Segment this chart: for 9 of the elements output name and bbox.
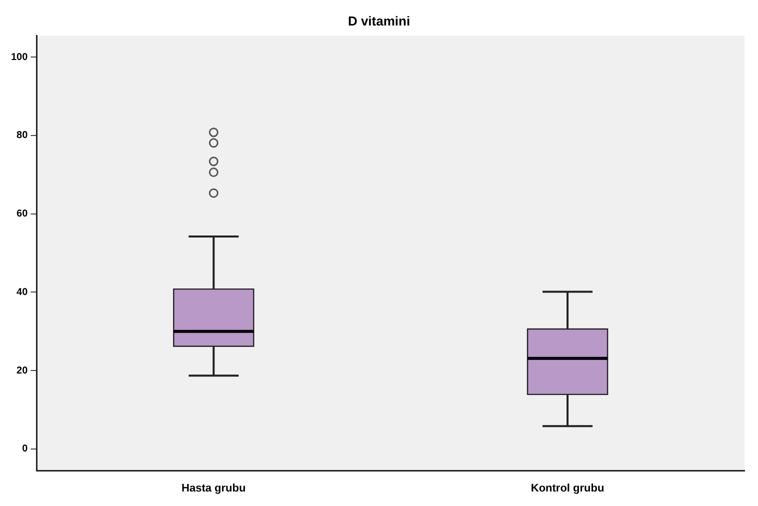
y-tick-label: 80 bbox=[16, 130, 28, 142]
y-tick-label: 40 bbox=[16, 286, 28, 298]
y-tick-label: 0 bbox=[22, 444, 28, 455]
y-tick-label: 60 bbox=[16, 208, 28, 220]
x-tick-label: Hasta grubu bbox=[182, 482, 246, 494]
y-tick-label: 20 bbox=[16, 365, 28, 376]
y-tick-label: 100 bbox=[10, 52, 28, 63]
x-tick-label: Kontrol grubu bbox=[530, 482, 604, 494]
chart-title: D vitamini bbox=[348, 13, 410, 28]
